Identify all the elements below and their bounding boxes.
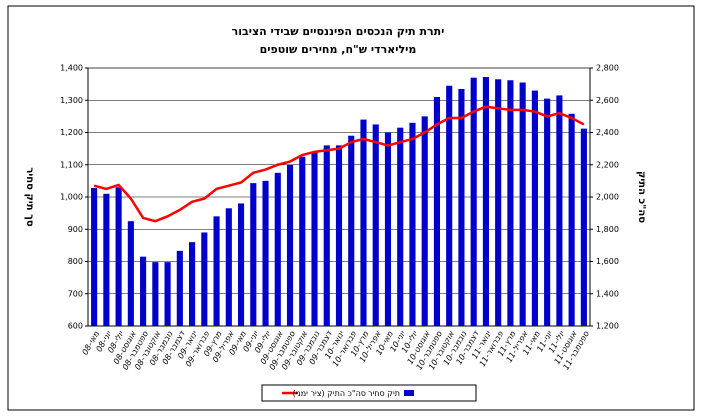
bar	[225, 208, 232, 326]
y-tick-label: 900	[68, 225, 83, 234]
legend	[261, 384, 477, 402]
bar	[433, 97, 441, 327]
bar	[372, 124, 379, 326]
legend-label: תיק סחיר	[368, 389, 400, 398]
bar	[519, 82, 526, 326]
y2-tick-label: 1,800	[596, 225, 619, 234]
y2-axis-label: סה"כ התיק	[636, 171, 647, 223]
bar	[421, 116, 428, 326]
bar	[409, 122, 416, 326]
bar	[91, 187, 98, 326]
bar	[360, 119, 367, 326]
bar	[458, 88, 465, 327]
bar	[556, 95, 563, 326]
y-tick-label: 800	[68, 257, 83, 266]
y-tick-label: 1,300	[60, 96, 83, 105]
bar	[127, 221, 134, 326]
bar	[103, 193, 110, 326]
y-tick-label: 600	[68, 322, 83, 331]
bar	[176, 250, 183, 326]
bar	[323, 145, 330, 326]
bar	[568, 113, 575, 326]
y-axis-label: סך תיק סחיר	[24, 167, 35, 227]
bar	[397, 127, 404, 326]
y-tick-label: 1,200	[60, 128, 83, 137]
y2-tick-label: 2,600	[596, 96, 619, 105]
y-tick-label: 1,000	[60, 193, 83, 202]
bar	[335, 145, 343, 326]
y2-tick-label: 1,200	[596, 322, 619, 331]
bar	[531, 90, 538, 326]
y2-tick-label: 2,000	[596, 193, 619, 202]
bar	[507, 80, 514, 326]
bar	[250, 183, 257, 326]
y2-tick-label: 1,600	[596, 257, 619, 266]
bar	[495, 79, 502, 326]
bar	[286, 164, 294, 326]
bar	[213, 216, 220, 326]
bar	[140, 256, 147, 326]
bar	[446, 85, 453, 326]
bar	[152, 262, 159, 326]
line	[93, 105, 585, 223]
bar	[201, 232, 208, 326]
bar	[164, 262, 171, 326]
y2-tick-label: 2,200	[596, 160, 619, 169]
bar	[115, 187, 122, 326]
bar	[482, 77, 489, 326]
bar	[274, 172, 281, 326]
bar	[348, 135, 355, 326]
chart-title: יתרת תיק הנכסים הפיננסיים שבידי הציבור	[232, 25, 445, 38]
y-tick-label: 700	[68, 289, 83, 298]
y2-tick-label: 1,400	[596, 289, 619, 298]
bar	[237, 203, 245, 326]
bar	[262, 180, 269, 326]
y2-tick-label: 2,400	[596, 128, 619, 137]
legend-swatch	[404, 390, 414, 396]
y-tick-label: 1,400	[60, 64, 83, 73]
y2-tick-label: 2,800	[596, 64, 619, 73]
y-tick-label: 1,100	[60, 160, 83, 169]
legend-label: סה"כ התיק (ציר ימני)	[293, 389, 366, 398]
bar	[189, 242, 196, 326]
bar	[299, 156, 306, 326]
bar	[470, 77, 477, 326]
bar	[311, 151, 318, 326]
chart-subtitle: מיליארדי ש"ח, מחירים שוטפים	[260, 43, 417, 56]
bar	[544, 98, 551, 326]
bar	[580, 128, 587, 326]
bar	[384, 132, 392, 326]
